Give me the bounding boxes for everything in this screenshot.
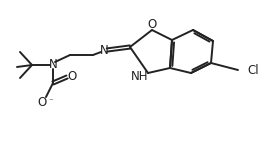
Text: O: O <box>147 18 157 32</box>
Text: N: N <box>49 58 57 72</box>
Text: O: O <box>37 95 47 108</box>
Text: O: O <box>67 70 77 83</box>
Text: Cl: Cl <box>247 65 259 77</box>
Text: ⁻: ⁻ <box>49 97 53 107</box>
Text: NH: NH <box>131 71 149 84</box>
Text: N: N <box>100 43 108 56</box>
